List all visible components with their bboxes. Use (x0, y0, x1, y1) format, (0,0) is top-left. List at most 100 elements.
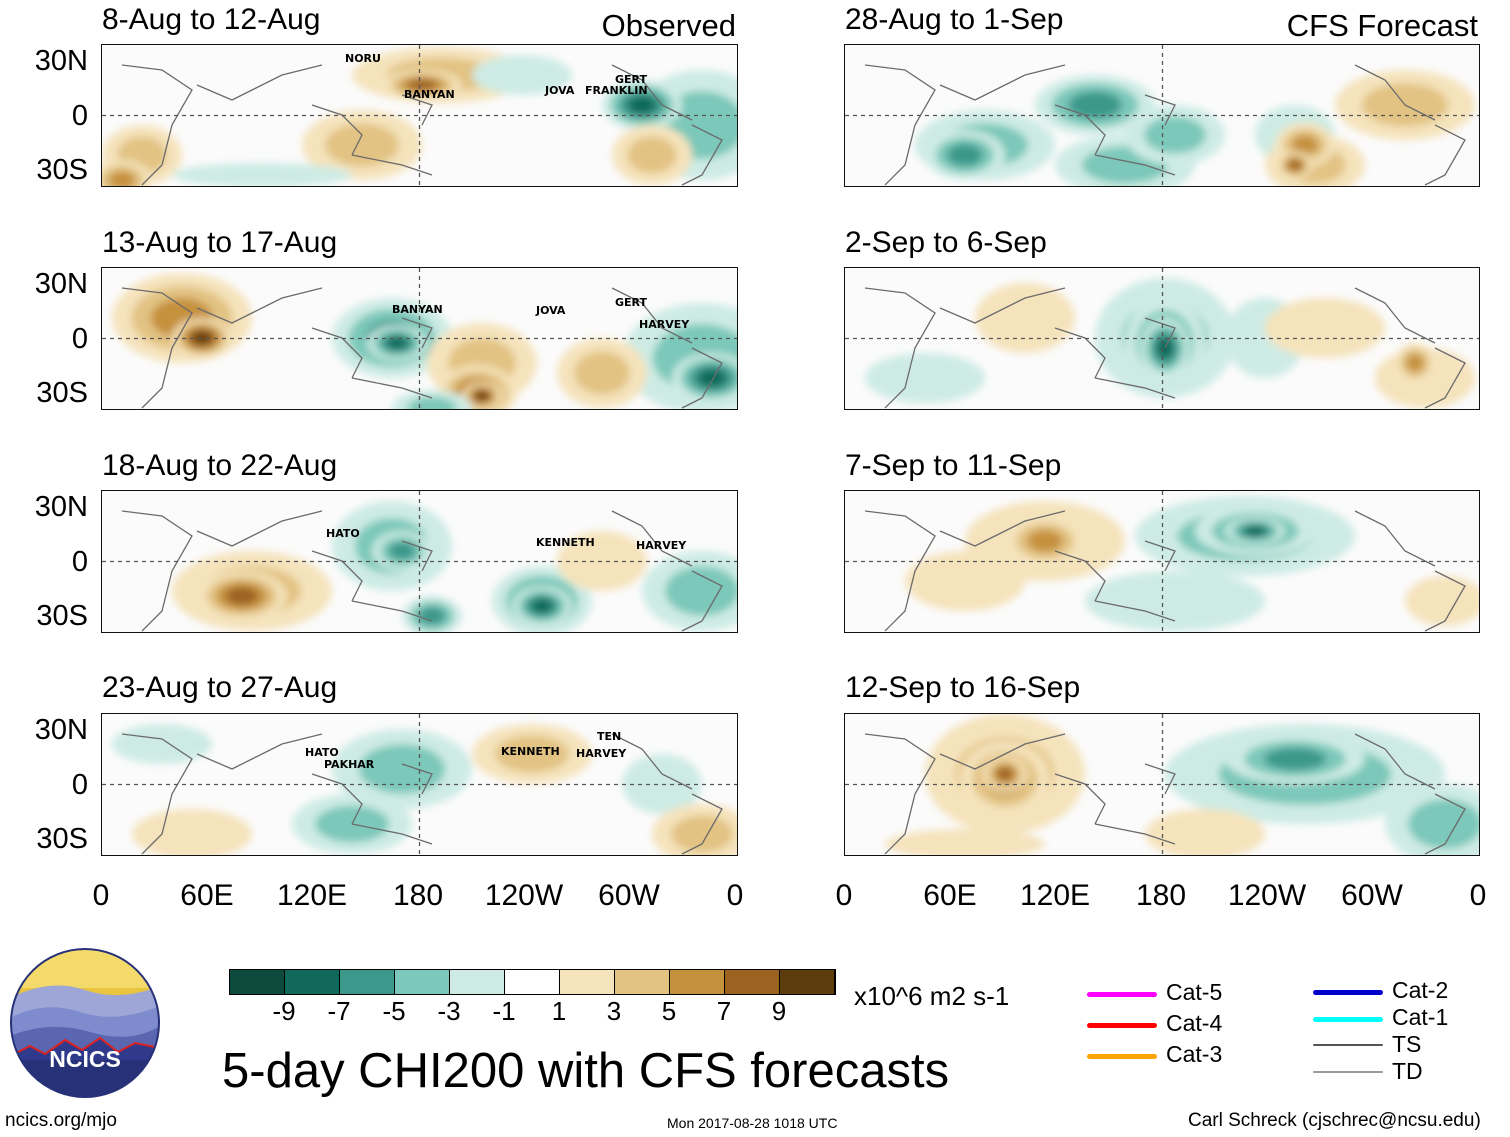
panel-title-obs-1: 8-Aug to 12-Aug (102, 3, 321, 36)
colorbar-swatch (230, 970, 285, 994)
storm-label: JOVA (545, 84, 575, 97)
colorbar-swatch (725, 970, 780, 994)
map-observed-2 (101, 267, 738, 410)
x-tick-label: 180 (392, 879, 444, 912)
storm-label: HARVEY (576, 747, 627, 760)
cfs-forecast-label: CFS Forecast (1286, 8, 1478, 43)
x-tick-label: 0 (726, 879, 744, 912)
map-observed-1 (101, 44, 738, 187)
storm-label: KENNETH (501, 745, 560, 758)
colorbar-units: x10^6 m2 s-1 (854, 981, 1010, 1011)
panel-title-fcst-4: 12-Sep to 16-Sep (845, 671, 1081, 704)
colorbar-swatch (340, 970, 395, 994)
x-tick-label: 60W (598, 879, 660, 912)
x-tick-label: 0 (1469, 879, 1487, 912)
colorbar-tick-label: 3 (606, 996, 622, 1026)
colorbar-tick-label: -9 (272, 996, 296, 1026)
y-tick-label: 30S (36, 377, 88, 409)
colorbar-swatch (395, 970, 450, 994)
colorbar-tick-label: -3 (437, 996, 461, 1026)
legend-swatch (1087, 1023, 1157, 1028)
colorbar-swatch (560, 970, 615, 994)
storm-label: BANYAN (392, 303, 443, 316)
panel-title-obs-4: 23-Aug to 27-Aug (102, 671, 338, 704)
panel-title-obs-3: 18-Aug to 22-Aug (102, 449, 338, 482)
y-tick-label: 0 (71, 100, 88, 132)
main-title: 5-day CHI200 with CFS forecasts (222, 1044, 950, 1098)
legend-swatch (1087, 992, 1157, 997)
x-tick-label: 60E (180, 879, 234, 912)
storm-label: GERT (615, 296, 648, 309)
y-tick-label: 30N (34, 491, 88, 523)
colorbar-swatch (670, 970, 725, 994)
colorbar-tick-label: 9 (771, 996, 787, 1026)
colorbar-swatch (285, 970, 340, 994)
legend-label: Cat-5 (1166, 979, 1223, 1005)
legend-swatch (1313, 1044, 1383, 1046)
footer-url[interactable]: ncics.org/mjo (5, 1110, 117, 1131)
x-tick-label: 120W (1227, 879, 1307, 912)
x-tick-label: 0 (92, 879, 110, 912)
legend-swatch (1313, 990, 1383, 995)
y-tick-label: 30S (36, 823, 88, 855)
x-tick-label: 180 (1135, 879, 1187, 912)
legend-label: Cat-4 (1166, 1010, 1223, 1036)
storm-label: HATO (326, 527, 360, 540)
panel-title-fcst-3: 7-Sep to 11-Sep (845, 449, 1062, 482)
x-tick-label: 120W (484, 879, 564, 912)
legend-swatch (1313, 1071, 1383, 1073)
storm-label: TEN (597, 730, 622, 743)
colorbar-swatch (780, 970, 835, 994)
footer-timestamp: Mon 2017-08-28 1018 UTC (667, 1115, 838, 1131)
x-tick-label: 120E (276, 879, 348, 912)
legend-label: Cat-3 (1166, 1041, 1223, 1067)
logo-text: NCICS (49, 1046, 121, 1072)
storm-label: PAKHAR (324, 758, 375, 771)
x-tick-label: 120E (1019, 879, 1091, 912)
colorbar-tick-label: -1 (492, 996, 516, 1026)
y-tick-label: 30S (36, 154, 88, 186)
colorbar-swatch (450, 970, 505, 994)
colorbar-swatch (615, 970, 670, 994)
legend-swatch (1313, 1017, 1383, 1022)
storm-label: HATO (305, 746, 339, 759)
observed-label: Observed (601, 8, 736, 43)
storm-label: BANYAN (404, 88, 455, 101)
storm-label: FRANKLIN (585, 84, 648, 97)
x-tick-label: 0 (835, 879, 853, 912)
map-forecast-1 (844, 44, 1480, 187)
x-tick-label: 60E (923, 879, 977, 912)
y-tick-label: 0 (71, 769, 88, 801)
footer-author: Carl Schreck (cjschrec@ncsu.edu) (1188, 1110, 1481, 1131)
y-tick-label: 30N (34, 45, 88, 77)
legend-label: Cat-2 (1392, 977, 1449, 1003)
map-observed-3 (101, 490, 738, 633)
map-forecast-3 (844, 490, 1480, 633)
colorbar-tick-label: 5 (661, 996, 677, 1026)
storm-label: HARVEY (639, 318, 690, 331)
panel-title-fcst-1: 28-Aug to 1-Sep (845, 3, 1064, 36)
storm-label: KENNETH (536, 536, 595, 549)
y-tick-label: 0 (71, 323, 88, 355)
storm-label: GERT (615, 73, 648, 86)
colorbar (229, 969, 836, 995)
panel-title-obs-2: 13-Aug to 17-Aug (102, 226, 338, 259)
y-tick-label: 30N (34, 714, 88, 746)
legend-swatch (1087, 1054, 1157, 1059)
storm-label: NORU (345, 52, 381, 65)
map-observed-4 (101, 713, 738, 856)
legend-label: TD (1392, 1058, 1423, 1084)
panel-title-fcst-2: 2-Sep to 6-Sep (845, 226, 1047, 259)
colorbar-tick-label: 7 (716, 996, 732, 1026)
colorbar-tick-label: -5 (382, 996, 406, 1026)
colorbar-swatch (505, 970, 560, 994)
legend-label: TS (1392, 1031, 1422, 1057)
x-tick-label: 60W (1341, 879, 1403, 912)
ncics-logo: NCICS (10, 948, 160, 1098)
map-forecast-4 (844, 713, 1480, 856)
y-tick-label: 30N (34, 268, 88, 300)
colorbar-tick-label: -7 (327, 996, 351, 1026)
y-tick-label: 30S (36, 600, 88, 632)
map-forecast-2 (844, 267, 1480, 410)
y-tick-label: 0 (71, 546, 88, 578)
